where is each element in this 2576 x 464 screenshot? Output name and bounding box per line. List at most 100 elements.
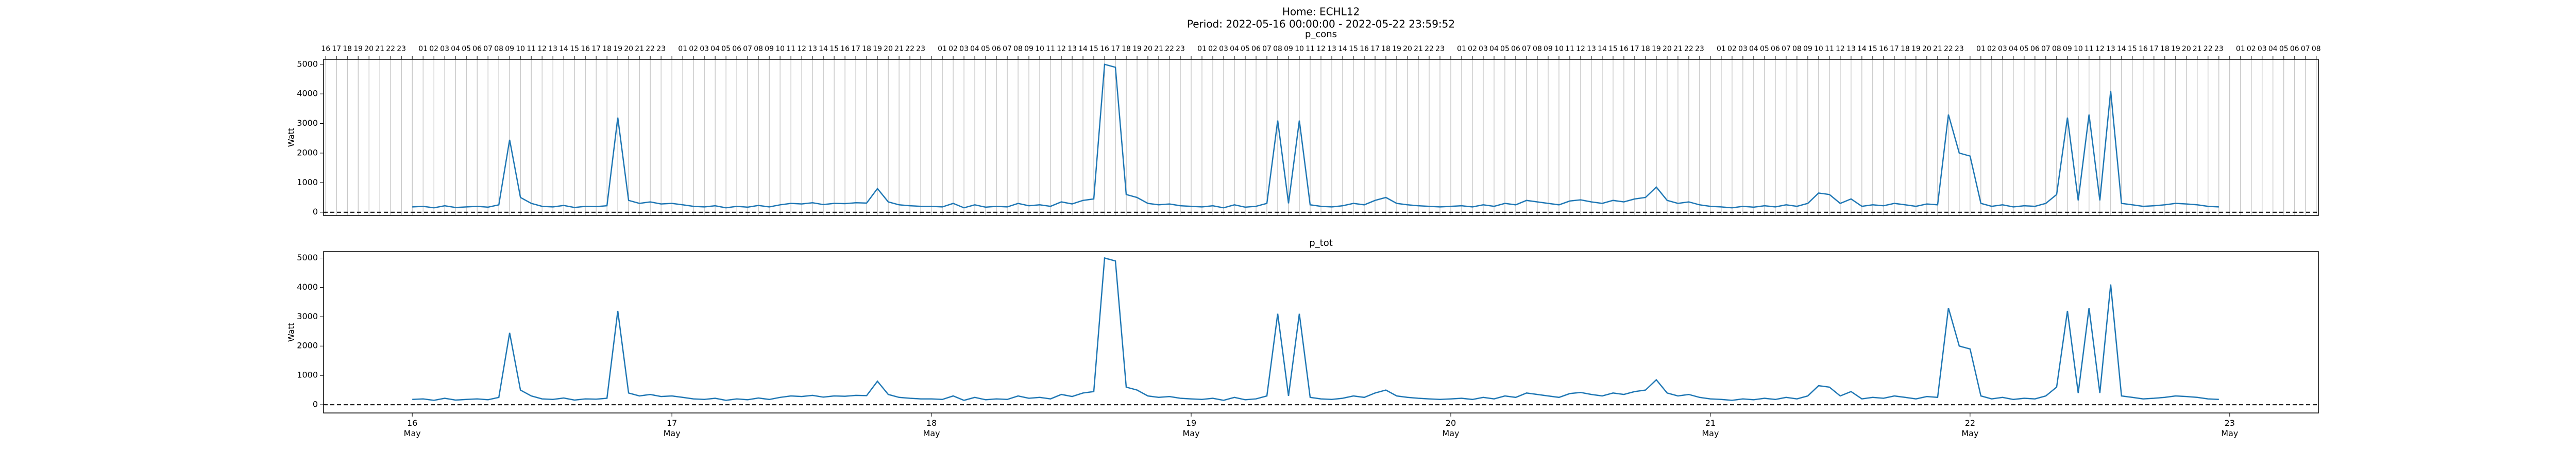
- top-tick-label: 19: [353, 45, 363, 53]
- top-tick-label: 19: [1652, 45, 1661, 53]
- series-line: [412, 257, 2219, 401]
- top-tick-label: 04: [451, 45, 460, 53]
- top-tick-label: 17: [1111, 45, 1120, 53]
- top-tick-label: 10: [516, 45, 525, 53]
- x-tick-label: 22 May: [1961, 418, 1978, 438]
- top-tick-label: 02: [1468, 45, 1477, 53]
- top-tick-label: 14: [1338, 45, 1347, 53]
- top-tick-label: 09: [2063, 45, 2072, 53]
- top-tick-label: 06: [2290, 45, 2299, 53]
- y-tick-label: 0: [313, 207, 318, 217]
- top-tick-label: 01: [1197, 45, 1207, 53]
- top-tick-label: 08: [2052, 45, 2061, 53]
- top-tick-label: 06: [472, 45, 482, 53]
- top-tick-label: 04: [1489, 45, 1499, 53]
- x-tick-label: 16 May: [404, 418, 421, 438]
- y-tick-label: 4000: [297, 282, 318, 292]
- top-tick-label: 09: [1544, 45, 1553, 53]
- top-tick-label: 08: [1533, 45, 1542, 53]
- top-tick-label: 22: [1684, 45, 1693, 53]
- top-tick-label: 07: [1003, 45, 1012, 53]
- top-tick-label: 09: [1803, 45, 1812, 53]
- top-tick-label: 22: [1165, 45, 1174, 53]
- top-tick-label: 21: [1933, 45, 1942, 53]
- top-tick-label: 02: [1208, 45, 1217, 53]
- top-tick-label: 19: [1132, 45, 1142, 53]
- top-tick-label: 22: [1425, 45, 1434, 53]
- top-tick-label: 16: [581, 45, 590, 53]
- top-tick-label: 19: [1392, 45, 1401, 53]
- top-tick-label: 07: [743, 45, 752, 53]
- top-tick-label: 07: [1782, 45, 1791, 53]
- top-tick-label: 13: [1846, 45, 1856, 53]
- y-tick-label: 2000: [297, 341, 318, 351]
- top-tick-label: 04: [710, 45, 720, 53]
- y-tick-label: 1000: [297, 370, 318, 380]
- x-tick-label: 23 May: [2221, 418, 2238, 438]
- top-tick-label: 18: [2160, 45, 2170, 53]
- plot-frame: [323, 251, 2319, 413]
- top-tick-label: 03: [1998, 45, 2007, 53]
- top-tick-label: 05: [981, 45, 990, 53]
- top-tick-label: 18: [1901, 45, 1910, 53]
- top-tick-label: 04: [970, 45, 979, 53]
- top-tick-label: 07: [1522, 45, 1531, 53]
- top-tick-label: 23: [2214, 45, 2224, 53]
- top-tick-label: 04: [2268, 45, 2278, 53]
- x-tick-label: 21 May: [1702, 418, 1719, 438]
- top-tick-label: 12: [537, 45, 547, 53]
- subplot-title: p_tot: [1309, 238, 1333, 248]
- top-tick-label: 21: [1154, 45, 1163, 53]
- top-tick-label: 23: [656, 45, 666, 53]
- top-tick-label: 15: [1349, 45, 1358, 53]
- top-tick-label: 16: [1619, 45, 1629, 53]
- series-line: [412, 63, 2219, 209]
- top-tick-label: 19: [1911, 45, 1921, 53]
- top-tick-label: 17: [1630, 45, 1639, 53]
- top-tick-label: 17: [851, 45, 860, 53]
- top-tick-label: 01: [1457, 45, 1466, 53]
- top-tick-label: 18: [1641, 45, 1650, 53]
- top-tick-label: 17: [1370, 45, 1380, 53]
- top-tick-label: 03: [1479, 45, 1488, 53]
- top-tick-label: 08: [1792, 45, 1802, 53]
- top-tick-label: 16: [2139, 45, 2148, 53]
- top-tick-label: 07: [2301, 45, 2310, 53]
- top-tick-label: 11: [1565, 45, 1574, 53]
- x-tick-label: 20 May: [1442, 418, 1459, 438]
- plot-frame: [323, 59, 2319, 216]
- x-tick-label: 18 May: [923, 418, 940, 438]
- top-tick-label: 02: [1987, 45, 1996, 53]
- top-tick-label: 21: [2193, 45, 2202, 53]
- top-tick-label: 02: [1727, 45, 1737, 53]
- top-tick-label: 12: [797, 45, 806, 53]
- top-tick-label: 16: [1360, 45, 1369, 53]
- top-tick-label: 20: [364, 45, 374, 53]
- top-tick-label: 23: [1176, 45, 1185, 53]
- y-tick-label: 5000: [297, 253, 318, 262]
- top-tick-label: 15: [1608, 45, 1618, 53]
- top-tick-label: 17: [2149, 45, 2159, 53]
- top-tick-label: 07: [2041, 45, 2050, 53]
- top-tick-label: 06: [1511, 45, 1520, 53]
- top-tick-label: 05: [2020, 45, 2029, 53]
- top-tick-label: 02: [429, 45, 438, 53]
- top-tick-label: 11: [527, 45, 536, 53]
- top-tick-label: 13: [2106, 45, 2115, 53]
- top-tick-label: 05: [2279, 45, 2289, 53]
- top-tick-label: 19: [613, 45, 622, 53]
- top-tick-label: 20: [1922, 45, 1931, 53]
- top-tick-label: 08: [1013, 45, 1023, 53]
- top-tick-label: 12: [2095, 45, 2105, 53]
- top-tick-label: 14: [559, 45, 568, 53]
- top-tick-label: 01: [418, 45, 428, 53]
- top-tick-label: 20: [1663, 45, 1672, 53]
- top-tick-label: 09: [505, 45, 514, 53]
- top-tick-label: 01: [938, 45, 947, 53]
- x-tick-label: 17 May: [664, 418, 681, 438]
- top-tick-label: 06: [1251, 45, 1261, 53]
- top-tick-label: 05: [1500, 45, 1510, 53]
- top-tick-label: 08: [494, 45, 503, 53]
- top-tick-label: 12: [1316, 45, 1326, 53]
- top-tick-label: 04: [2009, 45, 2018, 53]
